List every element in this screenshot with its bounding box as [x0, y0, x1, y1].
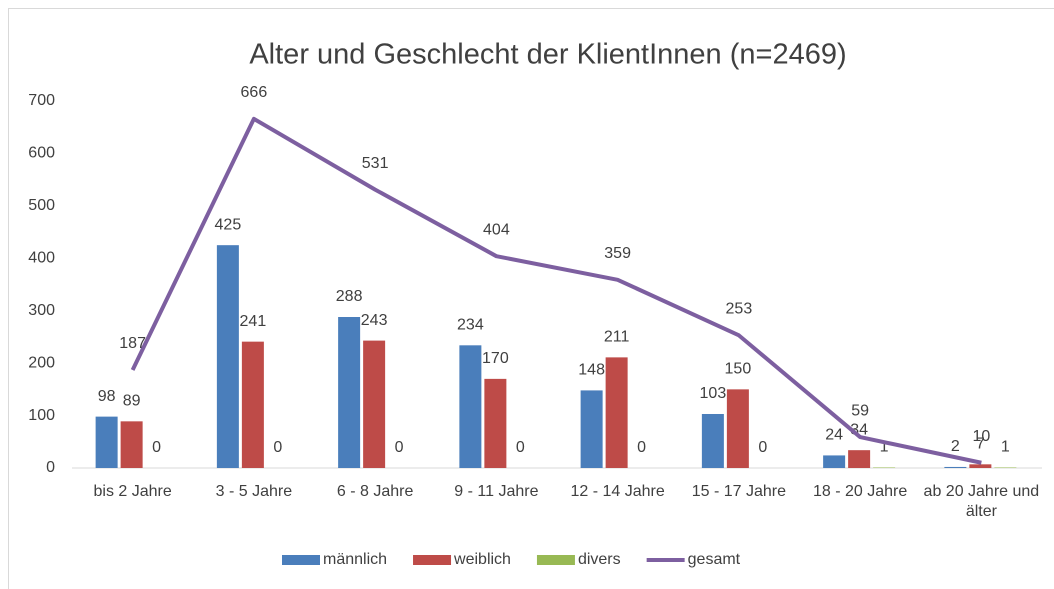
data-label: 0 [395, 439, 404, 456]
x-tick-label-box: 18 - 20 Jahre [812, 483, 908, 500]
data-label: 253 [726, 301, 753, 318]
chart-frame [8, 8, 1054, 589]
data-label: 288 [336, 288, 363, 305]
line [130, 116, 982, 465]
x-tick-label: 3 - 5 Jahre [215, 483, 293, 500]
bar [605, 357, 628, 468]
bar [459, 345, 482, 468]
data-label: 150 [725, 361, 752, 378]
y-tick-label: 600 [28, 145, 55, 162]
data-label: 241 [240, 313, 267, 330]
bar [338, 317, 361, 468]
legend-swatch [413, 555, 452, 565]
data-label: 170 [482, 350, 509, 367]
data-label: 1 [1001, 439, 1010, 456]
data-label: 425 [215, 216, 242, 233]
data-label: 2 [951, 438, 960, 455]
y-tick-label: 500 [28, 197, 55, 214]
data-label: 0 [758, 439, 767, 456]
bar [873, 467, 896, 468]
legend-swatch [536, 555, 575, 565]
bar [216, 245, 239, 468]
data-label: 24 [825, 427, 843, 444]
legend-label: divers [578, 551, 621, 568]
x-tick-label-box: 3 - 5 Jahre [215, 483, 293, 500]
data-label: 89 [123, 393, 141, 410]
bar [823, 455, 846, 468]
x-tick-label-box: 9 - 11 Jahre [454, 483, 539, 500]
x-tick-label-box: bis 2 Jahre [93, 483, 172, 500]
data-label: 0 [273, 439, 282, 456]
chart-title: Alter und Geschlecht der KlientInnen (n=… [249, 39, 846, 71]
x-tick-label-box: 12 - 14 Jahre [570, 483, 665, 500]
data-label: 148 [578, 362, 605, 379]
y-tick-label: 300 [28, 302, 55, 319]
data-label: 359 [604, 245, 631, 262]
data-label: 211 [604, 329, 630, 346]
data-label: 0 [637, 439, 646, 456]
bar [994, 467, 1017, 468]
bar [120, 421, 143, 468]
bar [848, 450, 871, 468]
data-label: 0 [152, 439, 161, 456]
bar [701, 413, 724, 468]
data-label: 1 [880, 439, 889, 456]
data-label: 59 [851, 402, 869, 419]
data-label: 103 [700, 385, 727, 402]
bar [726, 389, 749, 468]
bar [95, 416, 118, 468]
x-tick-label-box: ab 20 Jahre und älter [923, 483, 1040, 520]
data-label: 0 [516, 439, 525, 456]
data-label: 234 [457, 317, 484, 334]
data-label: 531 [362, 155, 389, 172]
data-label: 10 [972, 428, 990, 445]
y-tick-label: 100 [28, 407, 55, 424]
y-tick-label: 400 [28, 250, 55, 267]
legend-label: weiblich [453, 551, 511, 568]
data-label: 187 [119, 335, 146, 352]
x-tick-label: 12 - 14 Jahre [570, 483, 665, 500]
data-label: 404 [483, 221, 510, 238]
legend-swatch [282, 555, 320, 565]
bar [969, 464, 992, 468]
x-tick-label: 6 - 8 Jahre [336, 483, 414, 500]
x-tick-label-box: 15 - 17 Jahre [691, 483, 787, 500]
bar [580, 390, 603, 468]
bar [363, 340, 386, 468]
x-tick-label: bis 2 Jahre [93, 483, 172, 500]
x-tick-label: 9 - 11 Jahre [454, 483, 539, 500]
data-label: 98 [98, 388, 116, 405]
x-tick-label: 15 - 17 Jahre [691, 483, 787, 500]
bar [241, 341, 264, 468]
y-tick-label: 0 [46, 459, 55, 476]
data-label: 7 [976, 436, 985, 453]
x-tick-label: ab 20 Jahre und älter [923, 483, 1040, 520]
y-tick-label: 700 [28, 92, 55, 109]
legend-label: gesamt [688, 551, 741, 568]
x-tick-label-box: 6 - 8 Jahre [336, 483, 414, 500]
bar [484, 378, 507, 468]
data-label: 243 [361, 312, 388, 329]
y-tick-label: 200 [28, 354, 55, 371]
x-tick-label: 18 - 20 Jahre [812, 483, 908, 500]
legend-label: männlich [323, 551, 387, 568]
data-label: 666 [241, 84, 268, 101]
bar [944, 466, 967, 468]
